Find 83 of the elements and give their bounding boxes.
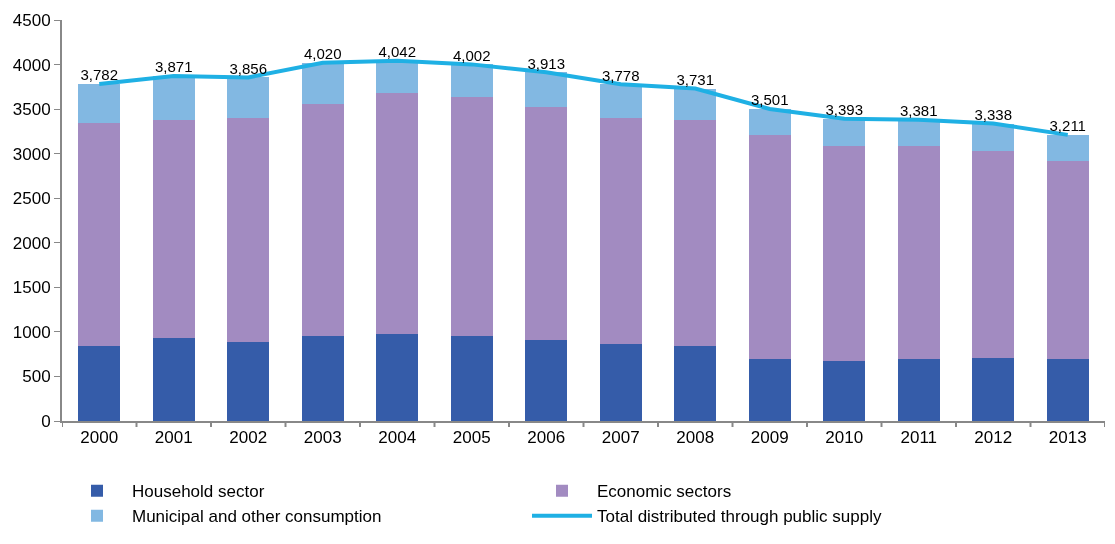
y-tick-label: 3000 [12, 144, 51, 164]
x-tick-label: 2006 [527, 428, 566, 448]
y-tick-label: 0 [41, 411, 51, 431]
data-label: 3,211 [1049, 117, 1086, 135]
bar [301, 104, 344, 337]
bar [227, 342, 270, 421]
legend-label: Total distributed through public supply [597, 507, 882, 527]
legend-label: Municipal and other consumption [132, 507, 382, 527]
bar [823, 145, 866, 361]
data-label: 3,778 [601, 66, 640, 84]
bar [301, 62, 344, 105]
bar [897, 145, 940, 360]
data-label: 3,913 [527, 54, 566, 72]
y-tick-label: 1500 [12, 278, 51, 298]
y-tick-label: 4000 [12, 55, 51, 75]
bar [152, 119, 195, 339]
x-tick-label: 2007 [601, 428, 640, 448]
bar [1046, 160, 1089, 360]
bar [525, 340, 568, 421]
bar [301, 336, 344, 421]
bar [823, 360, 866, 421]
bar [227, 117, 270, 343]
x-tick-label: 2009 [750, 428, 789, 448]
bar [897, 359, 940, 421]
bar [78, 345, 121, 421]
bar [525, 72, 568, 107]
bar [1046, 134, 1089, 161]
y-tick-label: 4500 [12, 10, 51, 30]
bar [897, 119, 940, 146]
x-tick-label: 2000 [80, 428, 119, 448]
x-tick-label: 2004 [378, 428, 417, 448]
y-tick-label: 3500 [12, 100, 51, 120]
bar [599, 84, 642, 118]
x-tick-label: 2003 [303, 428, 342, 448]
bar [823, 118, 866, 146]
bar [376, 334, 419, 421]
x-tick-label: 2002 [229, 428, 268, 448]
y-tick-label: 2500 [12, 189, 51, 209]
bar [525, 106, 568, 341]
x-tick-label: 2010 [825, 428, 864, 448]
data-label: 3,782 [80, 66, 119, 84]
bar [227, 77, 270, 118]
bar [748, 134, 791, 360]
bar [674, 119, 717, 346]
bar [1046, 359, 1089, 421]
bar [748, 109, 791, 135]
bar [78, 123, 121, 346]
bar [450, 336, 493, 421]
y-tick-label: 2000 [12, 233, 51, 253]
x-tick-label: 2011 [900, 428, 938, 448]
x-tick-label: 2001 [154, 428, 193, 448]
data-label: 4,002 [452, 46, 491, 64]
data-label: 3,871 [154, 58, 193, 76]
legend-label: Household sector [132, 482, 265, 502]
data-label: 3,501 [750, 91, 789, 109]
bar [450, 97, 493, 337]
data-label: 3,731 [676, 70, 715, 88]
bar [972, 357, 1015, 421]
x-tick-label: 2008 [676, 428, 715, 448]
data-label: 4,020 [303, 45, 342, 63]
data-label: 3,856 [229, 59, 268, 77]
y-tick-label: 500 [22, 367, 51, 387]
data-label: 3,338 [974, 105, 1013, 123]
x-tick-label: 2005 [452, 428, 491, 448]
bar [599, 117, 642, 345]
data-label: 4,042 [378, 43, 417, 61]
bar [152, 76, 195, 120]
legend-label: Economic sectors [597, 482, 732, 502]
bar [748, 359, 791, 421]
bar [674, 88, 717, 120]
bar [376, 60, 419, 94]
bar [599, 344, 642, 421]
bar [78, 83, 121, 124]
bar [450, 64, 493, 98]
x-tick-label: 2013 [1048, 428, 1087, 448]
bar [376, 93, 419, 335]
data-label: 3,393 [825, 100, 864, 118]
x-tick-label: 2012 [974, 428, 1013, 448]
bar [972, 151, 1015, 358]
bar [152, 338, 195, 421]
y-tick-label: 1000 [12, 322, 51, 342]
bar [674, 345, 717, 421]
data-label: 3,381 [899, 101, 938, 119]
